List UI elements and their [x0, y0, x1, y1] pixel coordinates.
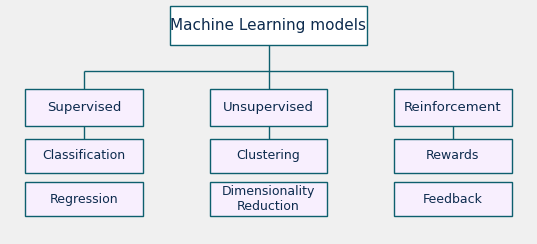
Text: Unsupervised: Unsupervised	[223, 101, 314, 114]
Text: Clustering: Clustering	[237, 149, 300, 162]
Text: Feedback: Feedback	[423, 193, 483, 206]
FancyBboxPatch shape	[394, 139, 512, 173]
FancyBboxPatch shape	[210, 90, 327, 126]
Text: Reinforcement: Reinforcement	[404, 101, 502, 114]
Text: Regression: Regression	[50, 193, 119, 206]
Text: Supervised: Supervised	[47, 101, 121, 114]
FancyBboxPatch shape	[25, 182, 143, 216]
Text: Classification: Classification	[42, 149, 126, 162]
FancyBboxPatch shape	[210, 182, 327, 216]
FancyBboxPatch shape	[394, 90, 512, 126]
FancyBboxPatch shape	[25, 139, 143, 173]
FancyBboxPatch shape	[25, 90, 143, 126]
FancyBboxPatch shape	[210, 139, 327, 173]
FancyBboxPatch shape	[170, 6, 367, 45]
Text: Rewards: Rewards	[426, 149, 480, 162]
Text: Dimensionality
Reduction: Dimensionality Reduction	[222, 185, 315, 213]
Text: Machine Learning models: Machine Learning models	[171, 18, 366, 33]
FancyBboxPatch shape	[394, 182, 512, 216]
